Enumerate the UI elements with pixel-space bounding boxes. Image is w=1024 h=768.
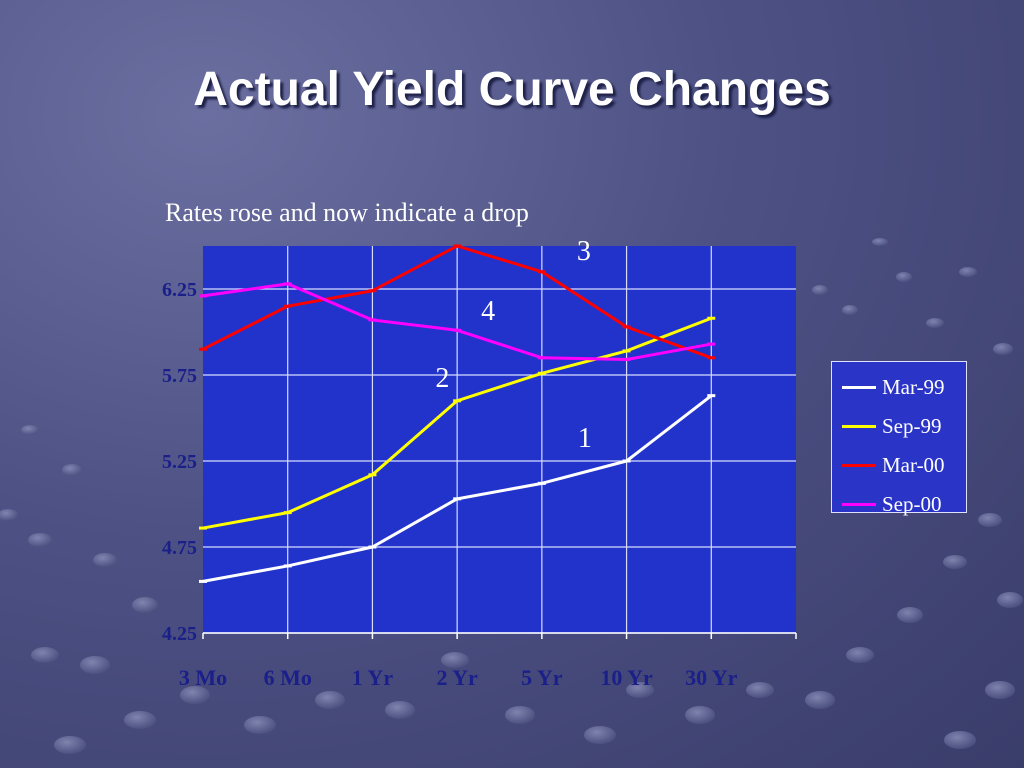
annotation-label: 3 xyxy=(577,236,591,267)
annotation-label: 1 xyxy=(578,423,592,454)
slide-title: Actual Yield Curve Changes xyxy=(193,63,831,116)
legend-swatch xyxy=(842,386,876,389)
legend-swatch xyxy=(842,503,876,506)
x-tick-label: 1 Yr xyxy=(352,665,394,690)
legend-item: Sep-99 xyxy=(832,407,966,446)
legend-swatch xyxy=(842,425,876,428)
legend-label: Sep-99 xyxy=(882,414,942,438)
x-tick-label: 6 Mo xyxy=(264,665,312,690)
y-tick-label: 5.25 xyxy=(162,451,197,473)
y-tick-label: 4.25 xyxy=(162,623,197,645)
legend-label: Sep-00 xyxy=(882,492,942,516)
legend-item: Mar-00 xyxy=(832,446,966,485)
legend-label: Mar-99 xyxy=(882,375,945,399)
annotation-label: 2 xyxy=(435,363,449,394)
x-tick-label: 10 Yr xyxy=(600,665,653,690)
legend-label: Mar-00 xyxy=(882,453,945,477)
chart-subtitle: Rates rose and now indicate a drop xyxy=(165,198,529,227)
x-tick-label: 2 Yr xyxy=(436,665,478,690)
y-tick-label: 5.75 xyxy=(162,365,197,387)
x-tick-label: 5 Yr xyxy=(521,665,563,690)
x-tick-label: 3 Mo xyxy=(179,665,227,690)
x-tick-label: 30 Yr xyxy=(685,665,738,690)
annotation-label: 4 xyxy=(481,296,495,327)
y-tick-label: 6.25 xyxy=(162,279,197,301)
plot-area xyxy=(203,246,796,633)
legend-item: Sep-00 xyxy=(832,485,966,524)
y-tick-label: 4.75 xyxy=(162,537,197,559)
legend-swatch xyxy=(842,464,876,467)
legend-item: Mar-99 xyxy=(832,368,966,407)
chart-legend: Mar-99 Sep-99 Mar-00 Sep-00 xyxy=(831,361,967,516)
